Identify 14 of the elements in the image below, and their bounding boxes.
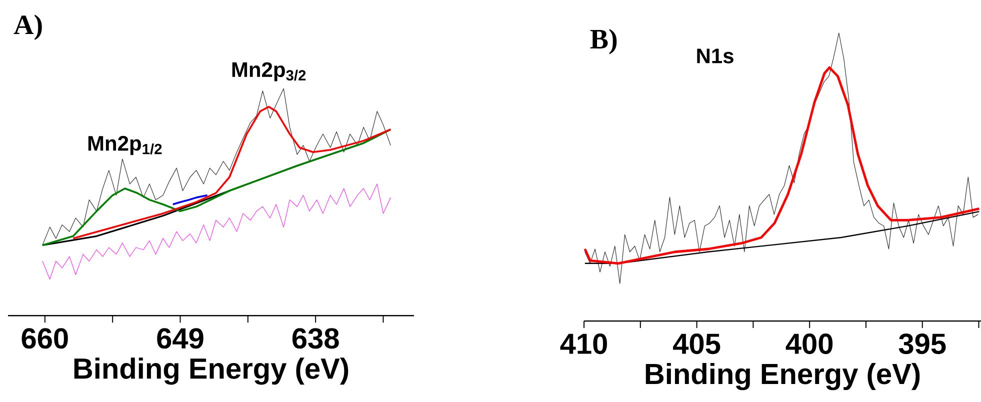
x-axis-title: Binding Energy (eV) — [74, 358, 348, 385]
x-tick-label: 649 — [157, 328, 204, 349]
chart-title: A) — [14, 14, 42, 40]
chart-title: B) — [590, 28, 617, 54]
x-tick-label: 660 — [22, 328, 68, 349]
x-tick-label: 638 — [292, 328, 339, 349]
x-tick-label: 395 — [898, 334, 946, 354]
annotation: Mn2p$_{3/2}$ — [232, 62, 306, 82]
x-tick-label: 410 — [560, 334, 607, 354]
x-tick-label: 405 — [673, 334, 720, 354]
x-tick-label: 400 — [786, 334, 833, 354]
annotation: Mn2p$_{1/2}$ — [88, 136, 162, 155]
text: N1s — [697, 48, 734, 64]
x-axis-title: Binding Energy (eV) — [646, 362, 920, 390]
